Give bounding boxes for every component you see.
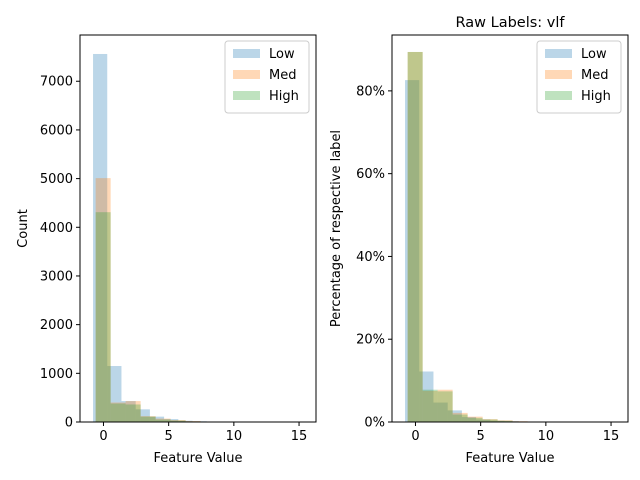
y-tick-label: 5000 (40, 172, 73, 187)
x-tick-label: 10 (226, 429, 243, 444)
y-tick-label: 0% (364, 416, 385, 431)
histogram-bar-high (140, 416, 156, 422)
histogram-bar-low (433, 402, 448, 422)
axes-frame (79, 34, 317, 423)
legend-label-low: Low (581, 47, 607, 62)
y-tick-label: 80% (356, 84, 385, 99)
x-tick-label: 15 (291, 429, 308, 444)
histogram-bar-high (422, 389, 438, 422)
x-axis-label: Feature Value (466, 451, 555, 466)
histogram-bar-med (110, 402, 126, 422)
legend-label-med: Med (581, 68, 608, 83)
legend-label-med: Med (269, 68, 296, 83)
histogram-bar-low (121, 401, 136, 422)
histogram-bar-low (149, 416, 165, 422)
histogram-bar-high (110, 403, 126, 422)
legend-swatch-med (233, 70, 260, 79)
histogram-bar-high (155, 419, 171, 422)
x-tick-label: 5 (477, 429, 485, 444)
histogram-bar-low (476, 419, 491, 422)
y-tick-label: 60% (356, 167, 385, 182)
histogram-bar-low (461, 417, 477, 422)
histogram-bar-low (178, 420, 193, 422)
x-tick-label: 10 (538, 429, 555, 444)
histogram-bar-high (125, 404, 141, 422)
histogram-bar-high (95, 212, 111, 422)
y-tick-label: 1000 (40, 367, 73, 382)
histogram-bar-med (170, 420, 186, 422)
histogram-bar-high (170, 420, 186, 422)
histogram-bar-high (467, 417, 483, 422)
x-tick-label: 0 (411, 429, 419, 444)
histogram-bar-low (164, 419, 179, 422)
y-axis-label: Percentage of respective label (329, 130, 344, 327)
y-tick-label: 2000 (40, 318, 73, 333)
histogram-bar-low (93, 53, 108, 423)
histogram-bar-med (407, 51, 423, 422)
axes-frame (391, 34, 629, 423)
legend-swatch-high (233, 91, 260, 100)
right-histogram-panel: 0 5 10 15 0% 20% 40% 60% 80% Feature Value Percent… (329, 15, 629, 466)
legend-box (224, 40, 310, 114)
histogram-bar-high (407, 51, 423, 422)
legend-box (536, 40, 622, 114)
histogram-bar-med (452, 412, 468, 422)
legend-swatch-high (545, 91, 572, 100)
y-tick-label: 3000 (40, 269, 73, 284)
legend-label-high: High (581, 89, 611, 104)
x-axis-label: Feature Value (154, 451, 243, 466)
histogram-bar-high (482, 419, 498, 422)
y-tick-label: 40% (356, 250, 385, 265)
x-tick-label: 0 (99, 429, 107, 444)
histogram-bar-low (135, 409, 150, 422)
legend-label-high: High (269, 89, 299, 104)
y-axis-label: Count (16, 209, 31, 248)
y-tick-label: 7000 (40, 75, 73, 90)
histogram-bar-low (419, 371, 434, 422)
y-tick-label: 0 (65, 416, 73, 431)
histogram-bar-med (95, 178, 111, 422)
histogram-bar-low (107, 366, 122, 422)
histogram-bar-med (155, 418, 171, 422)
histogram-bar-med (125, 401, 141, 422)
histogram-bar-high (437, 391, 453, 422)
histogram-bar-low (405, 80, 420, 422)
x-tick-label: 5 (165, 429, 173, 444)
histogram-bar-high (497, 420, 513, 422)
histogram-bar-low (490, 420, 505, 422)
histogram-bar-low (447, 410, 462, 422)
x-tick-label: 15 (603, 429, 620, 444)
legend-swatch-low (233, 49, 260, 58)
y-tick-label: 4000 (40, 221, 73, 236)
legend-swatch-med (545, 70, 572, 79)
legend-swatch-low (545, 49, 572, 58)
histogram-bar-med (140, 416, 156, 422)
chart-title: Raw Labels: vlf (456, 15, 566, 31)
left-histogram-panel: 0 5 10 15 0 1000 2000 3000 4000 5000 6000 7000 Featu… (16, 34, 317, 466)
histogram-bar-med (422, 390, 438, 422)
histogram-bar-med (467, 416, 483, 422)
histogram-bar-med (482, 419, 498, 422)
histogram-bar-med (437, 389, 453, 422)
y-tick-label: 20% (356, 333, 385, 348)
y-tick-label: 6000 (40, 123, 73, 138)
legend-label-low: Low (269, 47, 295, 62)
histogram-bar-med (497, 420, 513, 422)
histogram-bar-high (452, 414, 468, 422)
